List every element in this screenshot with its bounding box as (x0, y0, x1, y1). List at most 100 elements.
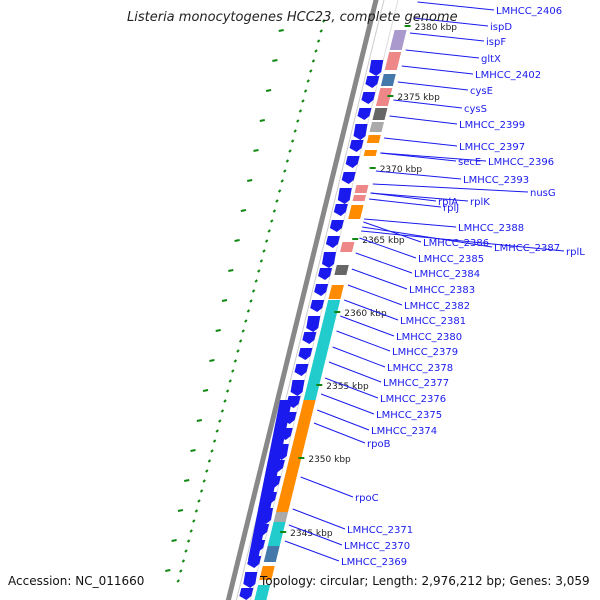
gene-label: gltX (481, 54, 501, 65)
feature-block (348, 205, 364, 219)
gc-dot (277, 189, 282, 193)
gene-leader-line (413, 17, 489, 27)
gc-dot (290, 139, 295, 143)
gene-leader-line (347, 284, 403, 306)
gc-dash (165, 569, 171, 572)
gc-dash (190, 449, 196, 452)
gc-dash (184, 479, 190, 482)
gene-leader-line (313, 422, 366, 444)
gene-label: LMHCC_2402 (475, 70, 541, 81)
gene-label: LMHCC_2374 (371, 426, 437, 437)
feature-block (384, 52, 402, 70)
gene-label: LMHCC_2369 (341, 557, 407, 568)
gene-label: LMHCC_2376 (380, 394, 446, 405)
gene-leader-line (380, 152, 487, 162)
cds-forward-arrow (294, 364, 309, 376)
cds-forward-arrow (298, 348, 313, 360)
cds-forward-arrow (318, 268, 333, 280)
gene-leader-line (332, 346, 386, 368)
gc-dot (303, 89, 308, 93)
feature-block (369, 122, 384, 132)
feature-block (334, 265, 349, 275)
gene-leader-line (372, 183, 529, 193)
feature-block (267, 522, 286, 546)
feature-block (259, 566, 275, 580)
gene-label: LMHCC_2381 (400, 316, 466, 327)
gene-label: LMHCC_2397 (459, 142, 525, 153)
gc-dot (309, 69, 313, 73)
gc-dot (283, 169, 287, 173)
feature-block (276, 460, 301, 512)
feature-block (303, 300, 341, 400)
gene-label: LMHCC_2385 (418, 254, 484, 265)
gc-dot (244, 319, 248, 323)
gene-leader-line (393, 99, 463, 109)
gene-leader-line (397, 81, 469, 91)
gc-dot (236, 349, 240, 353)
gc-dot (223, 399, 227, 403)
gc-dot (254, 279, 258, 283)
cds-forward-arrow (365, 76, 380, 88)
gc-dot (231, 369, 235, 373)
gc-dot (314, 49, 318, 53)
cds-forward-arrow (329, 220, 344, 232)
gc-dot (285, 159, 290, 163)
gene-leader-line (375, 170, 462, 180)
cds-block-rpoc (248, 460, 278, 560)
feature-block (328, 285, 344, 299)
gc-dot (176, 579, 180, 583)
gene-leader-line (336, 330, 391, 352)
gene-label: LMHCC_2406 (496, 6, 562, 17)
cds-forward-arrow (310, 300, 325, 312)
cds-forward-arrow (341, 172, 356, 184)
gc-dot (233, 359, 238, 363)
gc-dot (189, 529, 193, 533)
gc-dash (278, 29, 284, 32)
gene-leader-line (364, 218, 457, 228)
feature-block (389, 30, 407, 50)
gene-leader-line (284, 540, 340, 562)
gc-dot (192, 519, 196, 523)
gene-label: LMHCC_2387 (494, 243, 560, 254)
gene-leader-line (344, 299, 399, 321)
topology-text: Topology: circular; Length: 2,976,212 bp… (260, 574, 590, 588)
feature-block (288, 400, 316, 460)
feature-block (340, 242, 355, 252)
gene-label: rplK (470, 197, 490, 208)
gene-leader-line (328, 361, 382, 383)
cds-forward-arrow (290, 380, 305, 396)
gc-dot (184, 549, 188, 553)
gc-dot (249, 299, 253, 303)
gc-dot (298, 109, 303, 113)
gc-dot (225, 389, 230, 393)
gene-leader-line (361, 230, 565, 252)
gc-dot (181, 559, 186, 563)
gc-dot (301, 99, 305, 103)
feature-block (273, 512, 289, 522)
gene-label: ispD (490, 22, 512, 33)
gene-label: rplL (566, 247, 585, 258)
gc-dot (267, 229, 271, 233)
gene-label: LMHCC_2386 (423, 238, 489, 249)
feature-block (375, 88, 393, 106)
gc-dash (265, 89, 272, 92)
gene-leader-line (359, 237, 417, 259)
gc-dot (262, 249, 266, 253)
gc-dot (275, 199, 279, 203)
gene-label: LMHCC_2388 (458, 223, 524, 234)
feature-block (254, 585, 271, 600)
accession-text: Accession: NC_011660 (8, 574, 145, 588)
gc-dot (197, 499, 201, 503)
gc-dash (247, 179, 253, 182)
cds-forward-arrow (349, 140, 364, 152)
cds-forward-arrow (353, 124, 368, 140)
gene-label: LMHCC_2393 (463, 175, 529, 186)
gene-label: LMHCC_2370 (344, 541, 410, 552)
cds-forward-arrow (357, 108, 372, 120)
gc-dot (311, 59, 316, 63)
cds-forward-arrow (306, 316, 321, 332)
gc-dot (280, 179, 284, 183)
cds-forward-arrow (337, 188, 352, 204)
gc-dot (272, 209, 277, 213)
